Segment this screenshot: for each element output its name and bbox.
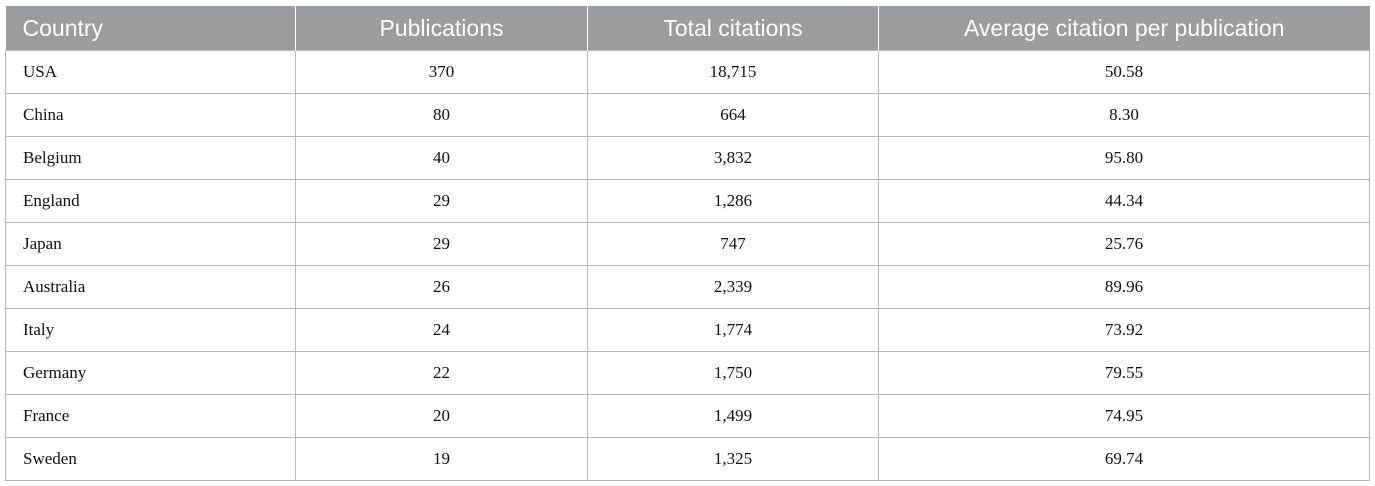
table-row: Germany 22 1,750 79.55 <box>5 351 1370 395</box>
table-row: USA 370 18,715 50.58 <box>5 50 1370 94</box>
cell-country: Germany <box>5 351 296 395</box>
header-country: Country <box>5 6 296 51</box>
table-row: Australia 26 2,339 89.96 <box>5 265 1370 309</box>
table-row: Belgium 40 3,832 95.80 <box>5 136 1370 180</box>
citation-table-container: Country Publications Total citations Ave… <box>5 6 1370 481</box>
cell-country: France <box>5 394 296 438</box>
table-row: Italy 24 1,774 73.92 <box>5 308 1370 352</box>
cell-average-citation: 79.55 <box>878 351 1370 395</box>
cell-publications: 80 <box>295 93 588 137</box>
cell-average-citation: 89.96 <box>878 265 1370 309</box>
header-total-citations: Total citations <box>587 6 879 51</box>
cell-total-citations: 1,286 <box>587 179 879 223</box>
cell-country: China <box>5 93 296 137</box>
header-publications: Publications <box>295 6 588 51</box>
cell-publications: 29 <box>295 179 588 223</box>
cell-publications: 26 <box>295 265 588 309</box>
cell-country: Italy <box>5 308 296 352</box>
cell-total-citations: 1,750 <box>587 351 879 395</box>
cell-country: Belgium <box>5 136 296 180</box>
cell-average-citation: 25.76 <box>878 222 1370 266</box>
header-row: Country Publications Total citations Ave… <box>5 6 1370 51</box>
cell-total-citations: 1,499 <box>587 394 879 438</box>
cell-total-citations: 747 <box>587 222 879 266</box>
cell-total-citations: 18,715 <box>587 50 879 94</box>
table-row: England 29 1,286 44.34 <box>5 179 1370 223</box>
table-row: China 80 664 8.30 <box>5 93 1370 137</box>
cell-total-citations: 3,832 <box>587 136 879 180</box>
cell-publications: 24 <box>295 308 588 352</box>
cell-average-citation: 74.95 <box>878 394 1370 438</box>
cell-publications: 19 <box>295 437 588 481</box>
cell-publications: 29 <box>295 222 588 266</box>
cell-average-citation: 50.58 <box>878 50 1370 94</box>
cell-average-citation: 73.92 <box>878 308 1370 352</box>
table-body: USA 370 18,715 50.58 China 80 664 8.30 B… <box>5 50 1370 481</box>
cell-total-citations: 1,325 <box>587 437 879 481</box>
cell-country: Sweden <box>5 437 296 481</box>
cell-total-citations: 1,774 <box>587 308 879 352</box>
table-row: France 20 1,499 74.95 <box>5 394 1370 438</box>
cell-average-citation: 95.80 <box>878 136 1370 180</box>
cell-total-citations: 2,339 <box>587 265 879 309</box>
cell-country: Japan <box>5 222 296 266</box>
cell-country: Australia <box>5 265 296 309</box>
table-header: Country Publications Total citations Ave… <box>5 6 1370 51</box>
cell-total-citations: 664 <box>587 93 879 137</box>
cell-average-citation: 8.30 <box>878 93 1370 137</box>
cell-publications: 20 <box>295 394 588 438</box>
cell-average-citation: 44.34 <box>878 179 1370 223</box>
cell-country: USA <box>5 50 296 94</box>
table-row: Sweden 19 1,325 69.74 <box>5 437 1370 481</box>
cell-country: England <box>5 179 296 223</box>
table-row: Japan 29 747 25.76 <box>5 222 1370 266</box>
cell-average-citation: 69.74 <box>878 437 1370 481</box>
cell-publications: 40 <box>295 136 588 180</box>
cell-publications: 370 <box>295 50 588 94</box>
cell-publications: 22 <box>295 351 588 395</box>
header-average-citation: Average citation per publication <box>878 6 1370 51</box>
country-citation-table: Country Publications Total citations Ave… <box>5 6 1370 481</box>
